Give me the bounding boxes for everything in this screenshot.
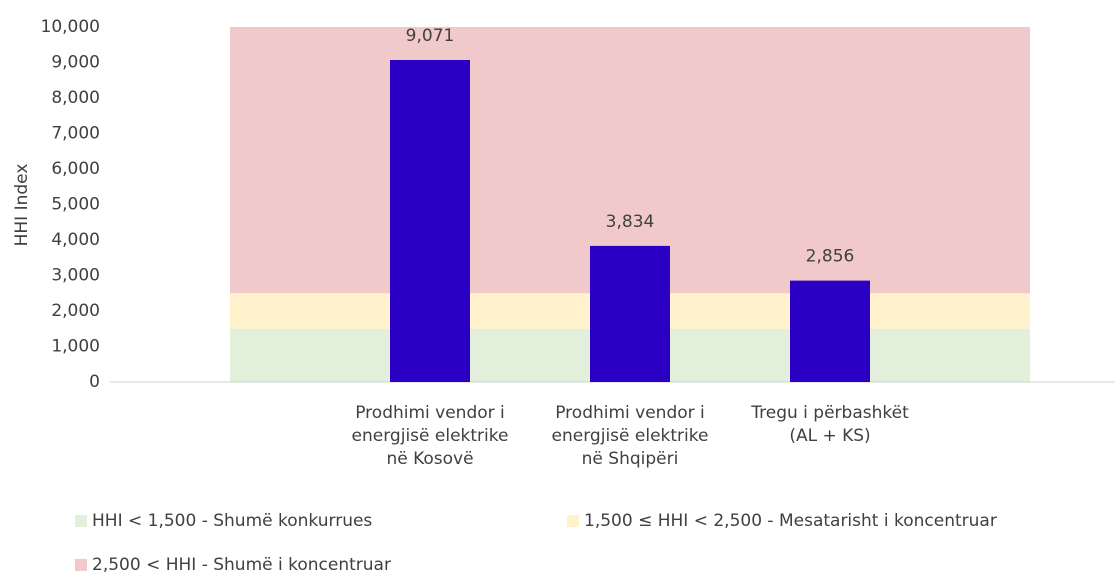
legend-label: 2,500 < HHI - Shumë i koncentruar xyxy=(92,555,391,575)
x-tick-label: energjisë elektrike xyxy=(352,426,509,446)
y-tick-label: 8,000 xyxy=(51,88,100,108)
legend-swatch xyxy=(75,515,87,527)
x-tick-label: (AL + KS) xyxy=(789,426,870,446)
y-tick-label: 3,000 xyxy=(51,266,100,286)
value-label: 2,856 xyxy=(806,247,855,267)
value-label: 9,071 xyxy=(406,26,455,46)
y-tick-label: 10,000 xyxy=(41,17,100,37)
legend-label: 1,500 ≤ HHI < 2,500 - Mesatarisht i konc… xyxy=(584,511,997,531)
bar xyxy=(590,245,670,382)
legend-swatch xyxy=(75,559,87,571)
y-tick-label: 1,000 xyxy=(51,337,100,357)
x-tick-label: energjisë elektrike xyxy=(552,426,709,446)
x-tick-label: në Shqipëri xyxy=(582,449,679,469)
x-tick-label: në Kosovë xyxy=(386,449,473,469)
y-tick-label: 2,000 xyxy=(51,301,100,321)
x-tick-label: Prodhimi vendor i xyxy=(555,403,705,423)
bar xyxy=(790,280,870,382)
x-tick-label: Tregu i përbashkët xyxy=(750,403,909,423)
legend-label: HHI < 1,500 - Shumë konkurrues xyxy=(92,511,372,531)
legend-swatch xyxy=(567,515,579,527)
y-tick-label: 4,000 xyxy=(51,230,100,250)
y-tick-label: 6,000 xyxy=(51,159,100,179)
x-tick-label: Prodhimi vendor i xyxy=(355,403,505,423)
y-tick-label: 0 xyxy=(89,372,100,392)
value-label: 3,834 xyxy=(606,212,655,232)
y-tick-label: 9,000 xyxy=(51,53,100,73)
bar xyxy=(390,59,470,383)
y-tick-label: 5,000 xyxy=(51,195,100,215)
y-tick-label: 7,000 xyxy=(51,124,100,144)
y-axis-label: HHI Index xyxy=(12,164,32,247)
